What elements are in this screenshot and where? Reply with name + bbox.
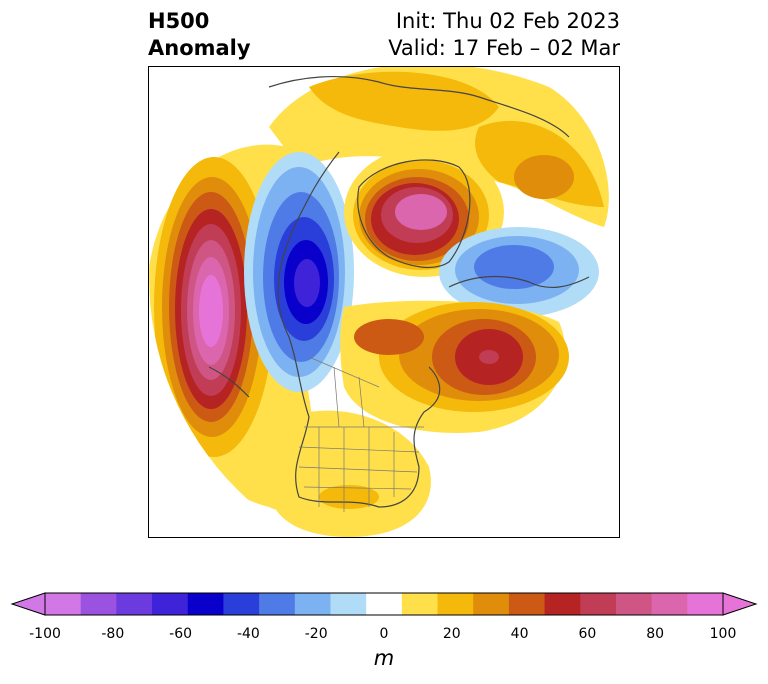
- political-borders: [298, 356, 424, 512]
- colorbar-units: m: [373, 646, 395, 670]
- colorbar-swatch: [473, 593, 510, 615]
- colorbar-swatch: [615, 593, 653, 615]
- labrador-ridge: [340, 300, 569, 433]
- title-field: H500: [148, 9, 210, 33]
- coastlines: [208, 75, 590, 508]
- colorbar-tick-label: -80: [101, 626, 125, 642]
- colorbar-swatch: [116, 593, 153, 615]
- colorbar-swatch: [437, 593, 474, 615]
- colorbar-swatch: [366, 593, 403, 615]
- north-pacific-ridge: [154, 157, 274, 457]
- valid-range: Valid: 17 Feb – 02 Mar: [388, 36, 620, 60]
- colorbar-swatch: [187, 593, 224, 615]
- colorbar-tick-label: -60: [169, 626, 193, 642]
- colorbar-swatch: [401, 593, 439, 615]
- title-variable: Anomaly: [148, 36, 251, 60]
- colorbar-swatch: [223, 593, 260, 615]
- colorbar-swatch: [330, 593, 367, 615]
- western-canada-trough: [244, 152, 354, 392]
- colorbar-swatch: [259, 593, 296, 615]
- colorbar-tick-label: 80: [646, 626, 665, 642]
- southern-us-ridge: [269, 410, 431, 537]
- title-left: H500 Anomaly: [148, 8, 251, 62]
- colorbar-extend-max: [722, 592, 758, 616]
- colorbar-tick-label: -40: [236, 626, 260, 642]
- colorbar-tick-label: 60: [578, 626, 597, 642]
- colorbar-tick-label: 100: [709, 626, 737, 642]
- colorbar-outline: [44, 592, 724, 616]
- colorbar-swatch: [294, 593, 331, 615]
- colorbar-tick-label: -100: [29, 626, 61, 642]
- colorbar-tick-label: -20: [304, 626, 328, 642]
- colorbar-extend-min: [10, 592, 46, 616]
- colorbar-tick-label: 0: [379, 626, 389, 642]
- colorbar-swatch: [508, 593, 546, 615]
- anomaly-map: [148, 66, 620, 538]
- init-time: Init: Thu 02 Feb 2023: [395, 9, 620, 33]
- colorbar-swatch: [45, 593, 82, 615]
- arctic-positive-core: [309, 71, 499, 131]
- map-canvas: [149, 67, 609, 537]
- colorbar-swatch: [580, 593, 617, 615]
- colorbar: [10, 592, 758, 616]
- colorbar-swatch: [152, 593, 189, 615]
- colorbar-swatch: [544, 593, 581, 615]
- colorbar-tick-label: 40: [510, 626, 529, 642]
- title-right: Init: Thu 02 Feb 2023 Valid: 17 Feb – 02…: [388, 8, 620, 62]
- colorbar-swatch: [80, 593, 117, 615]
- colorbar-swatch: [687, 593, 724, 615]
- colorbar-swatch: [651, 593, 688, 615]
- colorbar-tick-label: 20: [442, 626, 461, 642]
- arctic-positive-east-core: [514, 155, 574, 199]
